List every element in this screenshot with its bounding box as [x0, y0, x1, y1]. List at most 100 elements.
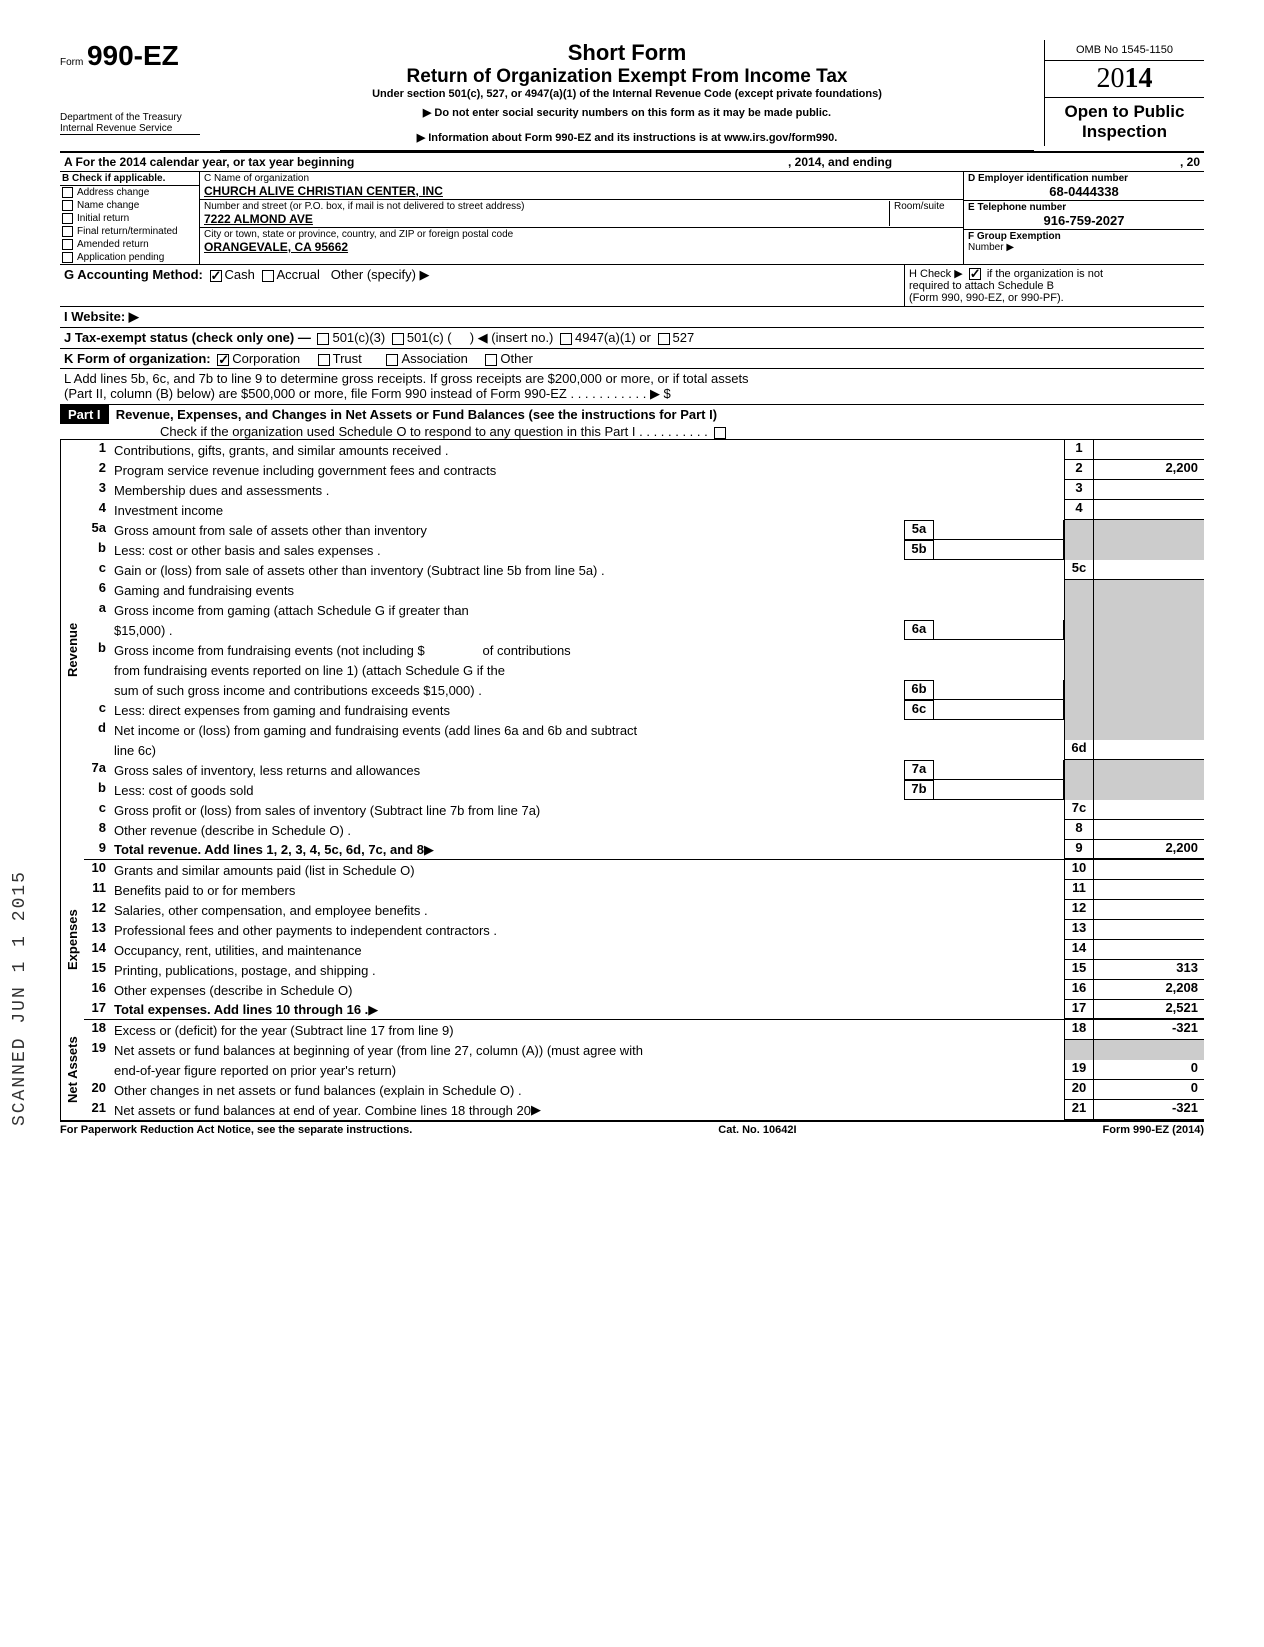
cb-schedule-o[interactable] [714, 427, 726, 439]
cb-schedule-b[interactable] [969, 268, 981, 280]
row-a-right: , 20 [1044, 153, 1204, 171]
title-line2: Return of Organization Exempt From Incom… [220, 66, 1034, 88]
j-ins: ) ◀ (insert no.) [470, 330, 554, 345]
k-trust: Trust [333, 351, 362, 366]
part1-header: Part I Revenue, Expenses, and Changes in… [60, 404, 1204, 440]
j-c: 501(c) ( [407, 330, 452, 345]
other-label: Other (specify) ▶ [331, 267, 430, 282]
line-3: Membership dues and assessments . [114, 483, 329, 498]
line-5c: Gain or (loss) from sale of assets other… [114, 563, 605, 578]
room-label: Room/suite [889, 201, 959, 226]
line-21: Net assets or fund balances at end of ye… [114, 1103, 531, 1118]
line-6: Gaming and fundraising events [114, 583, 294, 598]
l-line2: (Part II, column (B) below) are $500,000… [64, 386, 1200, 402]
cb-label: Application pending [77, 252, 164, 263]
info-block: B Check if applicable. Address change Na… [60, 172, 1204, 265]
row-i: I Website: ▶ [60, 307, 1204, 328]
row-g: G Accounting Method: Cash Accrual Other … [60, 265, 904, 306]
addr-label: Number and street (or P.O. box, if mail … [204, 201, 889, 212]
pointer1: ▶ Do not enter social security numbers o… [220, 100, 1034, 125]
title-line3: Under section 501(c), 527, or 4947(a)(1)… [220, 88, 1034, 100]
j-527: 527 [673, 330, 695, 345]
cb-trust[interactable] [318, 354, 330, 366]
line-7a: Gross sales of inventory, less returns a… [114, 763, 420, 778]
row-a: A For the 2014 calendar year, or tax yea… [60, 153, 1204, 172]
line-11: Benefits paid to or for members [114, 883, 295, 898]
side-net: Net Assets [60, 1020, 84, 1120]
cb-name-change[interactable]: Name change [60, 199, 199, 212]
line-5b: Less: cost or other basis and sales expe… [114, 543, 381, 558]
org-name-label: C Name of organization [204, 173, 959, 184]
cb-address-change[interactable]: Address change [60, 186, 199, 199]
val-20: 0 [1094, 1080, 1204, 1100]
col-b-header: B Check if applicable. [60, 172, 199, 186]
cash-label: Cash [225, 267, 255, 282]
cb-label: Name change [77, 200, 139, 211]
cb-amended-return[interactable]: Amended return [60, 238, 199, 251]
line-1: Contributions, gifts, grants, and simila… [114, 443, 449, 458]
line-12: Salaries, other compensation, and employ… [114, 903, 428, 918]
row-a-mid: , 2014, and ending [784, 153, 1044, 171]
cb-accrual[interactable] [262, 270, 274, 282]
k-assoc: Association [401, 351, 467, 366]
net-assets-section: Net Assets 18Excess or (deficit) for the… [60, 1020, 1204, 1120]
public1: Open to Public [1049, 102, 1200, 122]
cb-527[interactable] [658, 333, 670, 345]
k-corp: Corporation [232, 351, 300, 366]
cb-association[interactable] [386, 354, 398, 366]
footer-mid: Cat. No. 10642I [718, 1124, 796, 1136]
cb-initial-return[interactable]: Initial return [60, 212, 199, 225]
line-7c: Gross profit or (loss) from sales of inv… [114, 803, 540, 818]
form-id-box: Form 990-EZ Department of the Treasury I… [60, 40, 210, 135]
h-text3: required to attach Schedule B [909, 280, 1054, 292]
cb-label: Address change [77, 187, 149, 198]
cb-application-pending[interactable]: Application pending [60, 251, 199, 264]
form-header: Form 990-EZ Department of the Treasury I… [60, 40, 1204, 153]
col-r: D Employer identification number 68-0444… [964, 172, 1204, 264]
org-name-row: C Name of organization CHURCH ALIVE CHRI… [200, 172, 963, 200]
line-8: Other revenue (describe in Schedule O) . [114, 823, 351, 838]
h-text4: (Form 990, 990-EZ, or 990-PF). [909, 292, 1064, 304]
footer-right: Form 990-EZ (2014) [1103, 1124, 1204, 1136]
expenses-section: Expenses 10Grants and similar amounts pa… [60, 860, 1204, 1020]
line-4: Investment income [114, 503, 223, 518]
row-l: L Add lines 5b, 6c, and 7b to line 9 to … [60, 369, 1204, 404]
cb-4947[interactable] [560, 333, 572, 345]
addr-row: Number and street (or P.O. box, if mail … [200, 200, 963, 228]
val-16: 2,208 [1094, 980, 1204, 1000]
line-10: Grants and similar amounts paid (list in… [114, 863, 415, 878]
cb-501c[interactable] [392, 333, 404, 345]
grp-number: Number ▶ [968, 242, 1014, 253]
cb-cash[interactable] [210, 270, 222, 282]
k-other: Other [500, 351, 533, 366]
cb-corporation[interactable] [217, 354, 229, 366]
revenue-section: Revenue 1Contributions, gifts, grants, a… [60, 440, 1204, 860]
val-17: 2,521 [1094, 1000, 1204, 1019]
cb-501c3[interactable] [317, 333, 329, 345]
city-row: City or town, state or province, country… [200, 228, 963, 255]
public2: Inspection [1049, 122, 1200, 142]
col-c: C Name of organization CHURCH ALIVE CHRI… [200, 172, 964, 264]
row-j: J Tax-exempt status (check only one) — 5… [60, 328, 1204, 349]
part1-tag: Part I [60, 405, 109, 424]
part1-title: Revenue, Expenses, and Changes in Net As… [116, 407, 717, 422]
line-6b3: sum of such gross income and contributio… [114, 683, 482, 698]
cb-other-org[interactable] [485, 354, 497, 366]
part1-check-note: Check if the organization used Schedule … [160, 424, 708, 439]
cb-final-return[interactable]: Final return/terminated [60, 225, 199, 238]
row-a-left: A For the 2014 calendar year, or tax yea… [60, 153, 784, 171]
ein-label: D Employer identification number [968, 173, 1200, 184]
org-name: CHURCH ALIVE CHRISTIAN CENTER, INC [204, 184, 959, 198]
line-18: Excess or (deficit) for the year (Subtra… [114, 1023, 454, 1038]
line-2: Program service revenue including govern… [114, 463, 496, 478]
line-14: Occupancy, rent, utilities, and maintena… [114, 943, 362, 958]
city: ORANGEVALE, CA 95662 [204, 240, 959, 254]
val-19: 0 [1094, 1060, 1204, 1080]
side-revenue: Revenue [60, 440, 84, 860]
tel: 916-759-2027 [968, 213, 1200, 228]
year-bold: 14 [1125, 63, 1153, 94]
line-19b: end-of-year figure reported on prior yea… [114, 1063, 396, 1078]
tax-year: 2014 [1044, 61, 1204, 98]
footer-left: For Paperwork Reduction Act Notice, see … [60, 1124, 412, 1136]
cb-label: Final return/terminated [77, 226, 178, 237]
